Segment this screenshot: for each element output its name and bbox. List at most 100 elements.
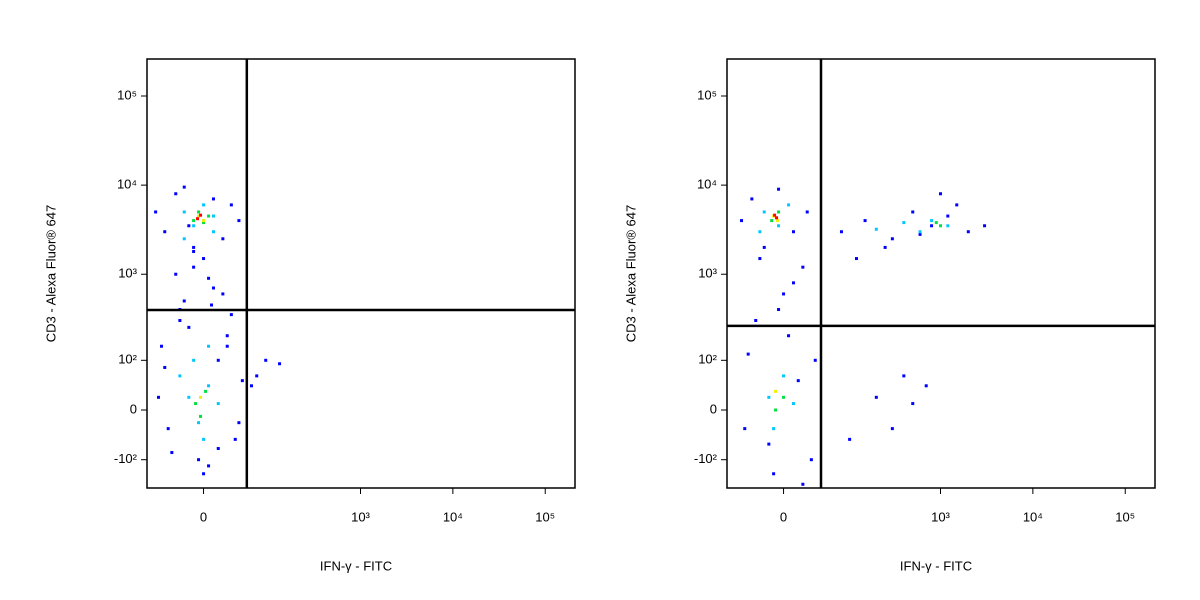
plot-frame	[146, 58, 576, 489]
event-dot	[199, 395, 203, 399]
event-dot	[211, 230, 215, 234]
event-dot	[746, 352, 750, 356]
event-dot	[918, 230, 922, 234]
event-dot	[934, 221, 938, 225]
x-axis-label: IFN-γ - FITC	[900, 558, 972, 573]
event-dot	[801, 265, 805, 269]
event-dot	[192, 245, 196, 249]
event-dot	[174, 272, 178, 276]
y-tick-label: 10⁴	[697, 177, 717, 192]
event-dot	[202, 257, 206, 261]
event-dot	[874, 395, 878, 399]
event-dot	[192, 219, 196, 223]
event-dot	[187, 325, 191, 329]
event-dot	[758, 230, 762, 234]
event-dot	[955, 203, 959, 207]
event-dot	[229, 203, 233, 207]
event-dot	[192, 265, 196, 269]
event-dot	[939, 224, 943, 228]
event-dot	[194, 402, 198, 406]
event-dot	[874, 227, 878, 231]
event-dot	[782, 374, 786, 378]
event-dot	[154, 210, 158, 214]
y-tick-label: 10²	[698, 352, 717, 367]
y-tick-label: 0	[130, 401, 137, 416]
plot-frame	[726, 58, 1156, 489]
event-dot	[216, 402, 220, 406]
event-dot	[210, 303, 214, 307]
event-dot	[946, 214, 950, 218]
event-dot	[774, 408, 778, 412]
event-dot	[966, 230, 970, 234]
event-dot	[939, 192, 943, 196]
x-tick-label: 10³	[351, 509, 370, 524]
event-dot	[813, 358, 817, 362]
event-dot	[211, 286, 215, 290]
event-dot	[883, 245, 887, 249]
event-dot	[166, 427, 170, 431]
event-dot	[197, 210, 201, 214]
event-dot	[839, 230, 843, 234]
event-dot	[229, 313, 233, 317]
event-dot	[777, 224, 781, 228]
event-dot	[207, 344, 211, 348]
event-dot	[199, 213, 203, 217]
event-dot	[918, 232, 922, 236]
event-dot	[743, 427, 747, 431]
event-dot	[801, 482, 805, 486]
event-dot	[770, 219, 774, 223]
event-dot	[924, 384, 928, 388]
event-dot	[777, 187, 781, 191]
event-dot	[750, 197, 754, 201]
event-dot	[911, 402, 915, 406]
y-tick-label: 10³	[698, 266, 717, 281]
event-dot	[890, 427, 894, 431]
event-dot	[754, 318, 758, 322]
y-tick-label: 10³	[118, 266, 137, 281]
event-dot	[774, 389, 778, 393]
x-tick-label: 10⁴	[1023, 509, 1043, 524]
event-dot	[762, 245, 766, 249]
event-dot	[204, 389, 208, 393]
event-dot	[890, 237, 894, 241]
event-dot	[170, 451, 174, 455]
event-dot	[902, 221, 906, 225]
x-tick-label: 10³	[931, 509, 950, 524]
event-dot	[796, 379, 800, 383]
event-dot	[233, 437, 237, 441]
event-dot	[758, 257, 762, 261]
event-dot	[178, 374, 182, 378]
event-dot	[777, 210, 781, 214]
x-tick-label: 0	[780, 509, 787, 524]
event-dot	[237, 219, 241, 223]
event-dot	[187, 395, 191, 399]
event-dot	[762, 210, 766, 214]
event-dot	[767, 442, 771, 446]
event-dot	[216, 446, 220, 450]
event-dot	[777, 308, 781, 312]
event-dot	[192, 358, 196, 362]
event-dot	[211, 197, 215, 201]
event-dot	[773, 213, 777, 217]
event-dot	[225, 344, 229, 348]
event-dot	[182, 185, 186, 189]
event-dot	[848, 437, 852, 441]
event-dot	[791, 281, 795, 285]
event-dot	[237, 421, 241, 425]
event-dot	[202, 221, 206, 225]
event-dot	[911, 210, 915, 214]
event-dot	[767, 395, 771, 399]
event-dot	[196, 217, 200, 221]
y-axis-label: CD3 - Alexa Fluor® 647	[43, 205, 58, 342]
event-dot	[805, 210, 809, 214]
event-dot	[772, 472, 776, 476]
event-dot	[197, 214, 201, 218]
event-dot	[182, 237, 186, 241]
event-dot	[240, 379, 244, 383]
event-dot	[249, 384, 253, 388]
x-tick-label: 10⁵	[1115, 509, 1135, 524]
event-dot	[787, 203, 791, 207]
event-dot	[197, 421, 201, 425]
